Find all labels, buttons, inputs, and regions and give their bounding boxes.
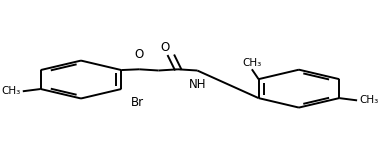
Text: O: O (160, 41, 169, 54)
Text: O: O (135, 48, 144, 61)
Text: CH₃: CH₃ (242, 58, 261, 68)
Text: Br: Br (131, 96, 144, 109)
Text: NH: NH (189, 78, 207, 91)
Text: CH₃: CH₃ (359, 95, 378, 105)
Text: CH₃: CH₃ (2, 86, 21, 96)
